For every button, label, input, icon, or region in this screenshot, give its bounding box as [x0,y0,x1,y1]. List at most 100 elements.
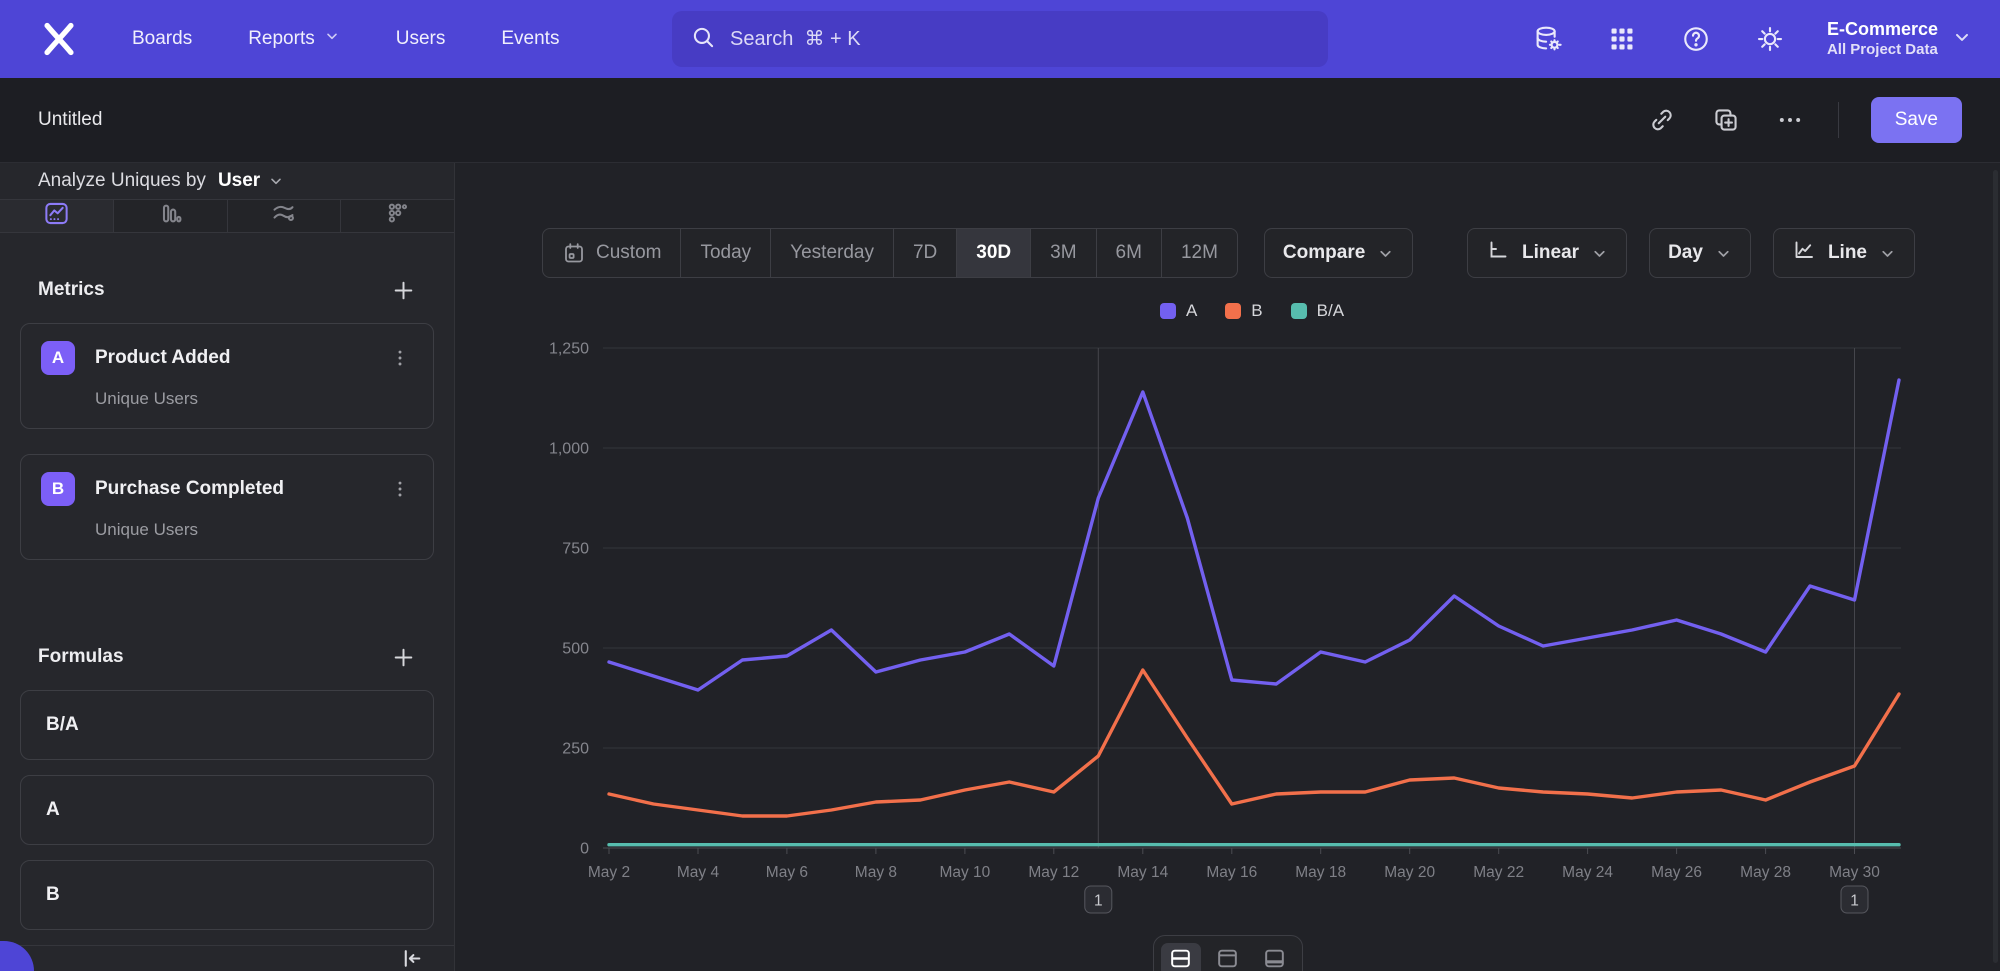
svg-text:May 26: May 26 [1651,864,1702,881]
nav-menu: Boards Reports Users Events [132,28,559,50]
toggle-split-view[interactable] [1160,943,1201,971]
duplicate-icon[interactable] [1710,104,1742,136]
legend-swatch [1225,303,1242,319]
scrollbar[interactable] [1993,170,1998,963]
left-controls: Custom Today Yesterday 7D 30D 3M 6M 12M Compare [542,228,1414,278]
range-30d[interactable]: 30D [957,229,1032,277]
metrics-header: Metrics [0,275,454,305]
add-formula-button[interactable] [388,642,418,672]
nav-item-users[interactable]: Users [396,28,446,50]
range-7d[interactable]: 7D [894,229,958,277]
series-A[interactable] [607,378,1901,692]
annotation-badge[interactable]: 1 [1084,885,1113,914]
metric-card[interactable]: A Product Added Unique Users [20,323,434,429]
range-12m[interactable]: 12M [1162,229,1237,277]
legend-label: B/A [1316,301,1345,320]
save-button[interactable]: Save [1870,97,1962,143]
view-tab-retention[interactable] [341,200,454,232]
range-label: 12M [1180,242,1218,263]
compare-label: Compare [1282,242,1366,263]
scale-dropdown[interactable]: Linear [1467,228,1628,278]
svg-text:May 6: May 6 [766,864,808,881]
calendar-icon [562,241,586,265]
svg-text:May 16: May 16 [1206,864,1257,881]
view-tab-bar[interactable] [113,200,228,232]
legend-label: A [1185,301,1198,320]
metric-measure[interactable]: Unique Users [95,520,198,539]
view-tab-insights[interactable] [0,200,114,232]
toggle-table-view[interactable] [1255,943,1295,971]
formulas-header: Formulas [0,642,454,672]
toggle-chart-view[interactable] [1208,943,1248,971]
add-metric-button[interactable] [388,275,418,305]
nav-item-boards[interactable]: Boards [132,28,192,50]
svg-text:1: 1 [1094,893,1103,910]
view-tab-flows[interactable] [227,200,342,232]
report-actions: Save [1646,97,1962,143]
range-yesterday[interactable]: Yesterday [771,229,894,277]
metric-name: Purchase Completed [95,478,284,499]
nav-item-reports[interactable]: Reports [248,28,340,50]
metric-measure[interactable]: Unique Users [95,389,198,408]
range-custom[interactable]: Custom [543,229,682,277]
settings-icon[interactable] [1753,22,1787,56]
legend-label: B [1251,301,1263,320]
formulas-title: Formulas [38,646,124,667]
metric-menu-button[interactable] [387,345,413,371]
nav-item-events[interactable]: Events [501,28,559,50]
compare-dropdown[interactable]: Compare [1263,228,1414,278]
chart-legend: A B B/A [603,301,1901,321]
nav-item-label: Reports [248,28,315,49]
sidebar: Analyze Uniques by User Metrics A Product… [0,163,455,971]
chart-panel: Custom Today Yesterday 7D 30D 3M 6M 12M Compare… [455,163,2000,971]
apps-grid-icon[interactable] [1605,22,1639,56]
range-3m[interactable]: 3M [1031,229,1097,277]
help-icon[interactable] [1679,22,1713,56]
search-box[interactable] [672,11,1328,67]
metric-card[interactable]: B Purchase Completed Unique Users [20,454,434,560]
metrics-title: Metrics [38,279,105,300]
chart-type-dropdown[interactable]: Line [1772,228,1915,278]
metric-menu-button[interactable] [387,476,413,502]
legend-swatch [1159,303,1176,319]
project-scope: All Project Data [1826,40,1938,58]
search-input[interactable] [730,27,1310,51]
range-label: Yesterday [790,242,874,263]
range-6m[interactable]: 6M [1097,229,1162,277]
project-selector[interactable]: E-Commerce All Project Data [1827,18,1972,59]
data-management-icon[interactable] [1531,22,1565,56]
svg-text:May 14: May 14 [1117,864,1168,881]
svg-text:1,250: 1,250 [549,341,589,358]
svg-text:750: 750 [562,541,589,558]
legend-swatch [1290,303,1307,319]
formula-card[interactable]: B [20,860,434,930]
analyze-uniques-select[interactable]: User [218,170,284,192]
legend-item-b[interactable]: B [1225,301,1263,321]
report-title[interactable]: Untitled [38,109,103,130]
bar-icon [157,200,184,232]
formulas-list: B/A A B [0,690,454,945]
series-B[interactable] [607,668,1901,818]
nav-item-label: Events [501,28,560,49]
range-label: Custom [596,242,662,263]
layout-toggle-group [1152,935,1303,971]
more-icon[interactable] [1774,104,1806,136]
formula-card[interactable]: A [20,775,434,845]
legend-item-a[interactable]: A [1159,301,1198,321]
collapse-sidebar-button[interactable] [399,946,424,971]
svg-text:May 30: May 30 [1829,864,1880,881]
chart-view-icon [1214,946,1241,971]
annotation-badge[interactable]: 1 [1840,885,1869,914]
formula-card[interactable]: B/A [20,690,434,760]
search-icon [690,24,716,55]
legend-item-b-a[interactable]: B/A [1290,301,1345,321]
nav-right: E-Commerce All Project Data [1531,0,1972,78]
copy-link-icon[interactable] [1646,104,1678,136]
formula-text: A [46,799,60,820]
range-today[interactable]: Today [681,229,772,277]
mixpanel-logo-icon[interactable] [34,16,84,62]
report-bar: Untitled [0,78,2000,163]
formula-text: B [46,884,60,905]
svg-text:May 24: May 24 [1562,864,1613,881]
granularity-dropdown[interactable]: Day [1649,228,1751,278]
